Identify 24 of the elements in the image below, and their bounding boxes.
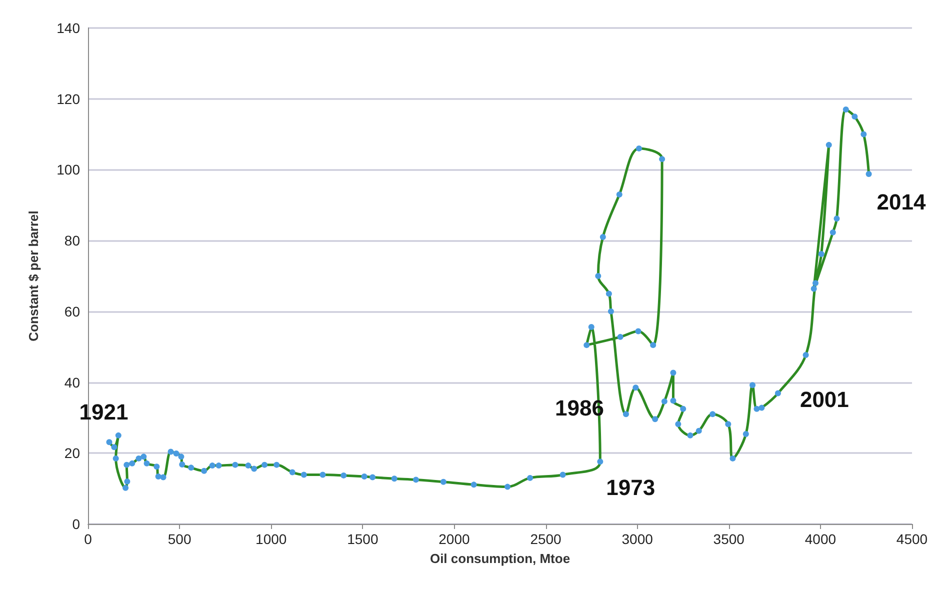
y-tick-label: 140	[56, 20, 80, 36]
annotation: 1973	[606, 475, 656, 500]
y-tick-label: 120	[56, 90, 80, 107]
y-tick-label: 20	[64, 445, 80, 462]
y-axis-title: Constant $ per barrel	[26, 210, 41, 342]
y-tick-label: 40	[64, 374, 80, 390]
x-axis-title: Oil consumption, Mtoe	[430, 551, 570, 566]
x-tick-label: 2500	[530, 531, 562, 547]
y-tick-label: 80	[64, 232, 80, 249]
x-tick-label: 3000	[622, 531, 654, 547]
annotation: 2001	[800, 386, 849, 412]
annotation: 1921	[79, 400, 128, 425]
x-tick-label: 500	[168, 531, 192, 547]
annotation: 2014	[876, 189, 926, 214]
x-tick-label: 4500	[896, 531, 928, 547]
x-tick-label: 1000	[256, 531, 287, 547]
x-tick-label: 2000	[438, 531, 470, 547]
x-tick-label: 0	[84, 531, 92, 547]
y-tick-label: 100	[56, 162, 80, 178]
x-tick-label: 4000	[804, 531, 836, 547]
x-tick-label: 3500	[713, 531, 745, 547]
x-tick-label: 1500	[347, 531, 378, 547]
y-tick-label: 0	[72, 516, 80, 532]
y-tick-label: 60	[64, 303, 80, 320]
